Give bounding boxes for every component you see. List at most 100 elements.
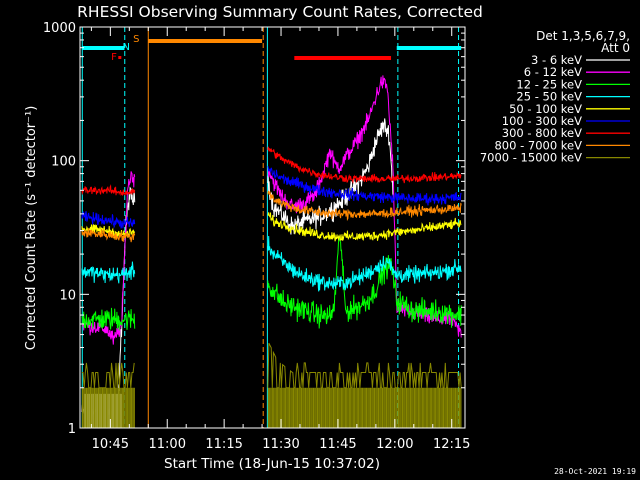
series-7000-15000-kev-dropout: [460, 387, 462, 428]
legend-title: Det 1,3,5,6,7,9,: [536, 29, 630, 43]
series-25-50-kev: [81, 235, 462, 292]
series-7000-15000-kev-dropout: [387, 387, 389, 428]
series-7000-15000-kev-dropout: [269, 387, 271, 428]
x-tick-label-12-00: 12:00: [376, 437, 413, 452]
flag-marker-f: F: [111, 52, 117, 63]
series-7000-15000-kev-dropout: [332, 387, 335, 428]
series-7000-15000-kev-dropout: [344, 387, 346, 428]
series-7000-15000-kev-dropout: [300, 387, 303, 428]
series-12-25-kev-segment-0: [81, 307, 136, 331]
series-7000-15000-kev-dropout: [307, 387, 309, 428]
series-7000-15000-kev-dropout: [431, 387, 433, 428]
series-7000-15000-kev-dropout: [415, 387, 417, 428]
series-7000-15000-kev-dropout: [281, 387, 283, 428]
series-7000-15000-kev-dropout: [446, 387, 449, 428]
series-7000-15000-kev-dropout: [319, 387, 321, 428]
series-7000-15000-kev-dropout: [267, 387, 269, 428]
series-7000-15000-kev-dropout: [328, 387, 331, 428]
series-7000-15000-kev-dropout: [277, 387, 279, 428]
series-7000-15000-kev-dropout: [392, 387, 394, 428]
series-7000-15000-kev-dropout: [108, 387, 110, 428]
series-7000-15000-kev-dropout: [437, 387, 439, 428]
series-300-800-kev-segment-1: [267, 146, 462, 185]
y-tick-label-1000: 1000: [43, 21, 76, 36]
chart-title: RHESSI Observing Summary Count Rates, Co…: [77, 3, 483, 21]
series-7000-15000-kev-dropout: [396, 387, 398, 428]
series-7000-15000-kev-dropout: [112, 387, 114, 428]
series-7000-15000-kev-dropout: [121, 387, 123, 428]
plot-frame: [79, 26, 466, 429]
series-7000-15000-kev-dropout: [445, 387, 447, 428]
series-7000-15000-kev-dropout: [354, 387, 356, 428]
series-7000-15000-kev-dropout: [399, 387, 401, 428]
series-7000-15000-kev-dropout: [433, 387, 435, 428]
series-7000-15000-kev-dropout: [129, 387, 131, 428]
x-tick-label-10-45: 10:45: [92, 437, 129, 452]
series-7000-15000-kev-dropout: [358, 387, 360, 428]
series-7000-15000-kev-dropout: [400, 387, 402, 428]
x-axis-label: Start Time (18-Jun-15 10:37:02): [164, 456, 380, 472]
series-7000-15000-kev-dropout: [132, 387, 134, 428]
series-7000-15000-kev-dropout: [413, 387, 415, 428]
series-7000-15000-kev-dropout: [100, 387, 102, 428]
series-7000-15000-kev-dropout: [287, 387, 289, 428]
series-7000-15000-kev-dropout: [339, 387, 341, 428]
series-7000-15000-kev-dropout: [278, 387, 280, 428]
series-7000-15000-kev-dropout: [380, 387, 382, 428]
series-3-6-kev-dropout: [117, 393, 119, 428]
legend-label-50-100-kev: 50 - 100 keV: [509, 102, 582, 116]
series-7000-15000-kev-dropout: [83, 387, 85, 428]
series-7000-15000-kev-dropout: [409, 387, 412, 428]
y-tick-label-10: 10: [59, 288, 76, 303]
series-100-300-kev: [81, 165, 462, 229]
series-7000-15000-kev-dropout: [89, 387, 92, 428]
series-7000-15000-kev-dropout: [104, 387, 106, 428]
series-7000-15000-kev-dropout: [416, 387, 418, 428]
series-7000-15000-kev-dropout: [92, 387, 94, 428]
series-7000-15000-kev-dropout: [420, 387, 422, 428]
series-7000-15000-kev-dropout: [320, 387, 323, 428]
series-7000-15000-kev-dropout: [408, 387, 410, 428]
series-7000-15000-kev-dropout: [448, 387, 450, 428]
series-6-12-kev-segment-1: [267, 75, 462, 338]
series-7000-15000-kev-dropout: [348, 387, 350, 428]
series-7000-15000-kev-dropout: [458, 387, 461, 428]
flag-marker-s: S: [133, 34, 139, 45]
generation-date: 28-Oct-2021 19:19: [554, 467, 636, 476]
series-7000-15000-kev-dropout: [423, 387, 425, 428]
legend-label-100-300-kev: 100 - 300 keV: [502, 114, 582, 128]
series-7000-15000-kev-dropout: [383, 387, 385, 428]
series-7000-15000-kev-dropout: [113, 387, 115, 428]
series-3-6-kev-dropout: [101, 393, 103, 428]
series-7000-15000-kev-dropout: [457, 387, 459, 428]
series-3-6-kev-dropout: [95, 393, 97, 428]
series-7000-15000-kev-dropout: [403, 387, 405, 428]
series-7000-15000-kev-dropout: [273, 387, 275, 428]
series-7000-15000-kev-dropout: [296, 387, 299, 428]
series-7000-15000-kev-dropout: [379, 387, 381, 428]
series-7000-15000-kev-dropout: [338, 387, 340, 428]
series-7000-15000-kev-dropout: [368, 387, 370, 428]
series-50-100-kev-segment-1: [267, 212, 462, 242]
series-7000-15000-kev-dropout: [351, 387, 353, 428]
series-3-6-kev-dropout: [106, 393, 108, 428]
flag-dot: [118, 56, 122, 59]
series-7000-15000-kev-dropout: [381, 387, 384, 428]
series-7000-15000-kev-dropout: [405, 387, 408, 428]
flag-bar-3: [396, 46, 462, 50]
series-7000-15000-kev-dropout: [316, 387, 319, 428]
series-7000-15000-kev-dropout: [454, 387, 457, 428]
series-7000-15000-kev-dropout: [294, 387, 296, 428]
series-7000-15000-kev-dropout: [127, 387, 129, 428]
flag-bar-2: [294, 56, 392, 60]
legend-label-7000-15000-kev: 7000 - 15000 keV: [480, 151, 582, 165]
series-7000-15000-kev-dropout: [395, 387, 397, 428]
series-7000-15000-kev-dropout: [342, 387, 344, 428]
series-300-800-kev-segment-0: [81, 184, 136, 197]
x-tick-label-11-15: 11:15: [205, 437, 242, 452]
series-7000-15000-kev-dropout: [105, 387, 107, 428]
series-12-25-kev: [81, 237, 462, 331]
series-7000-15000-kev-dropout: [314, 387, 316, 428]
